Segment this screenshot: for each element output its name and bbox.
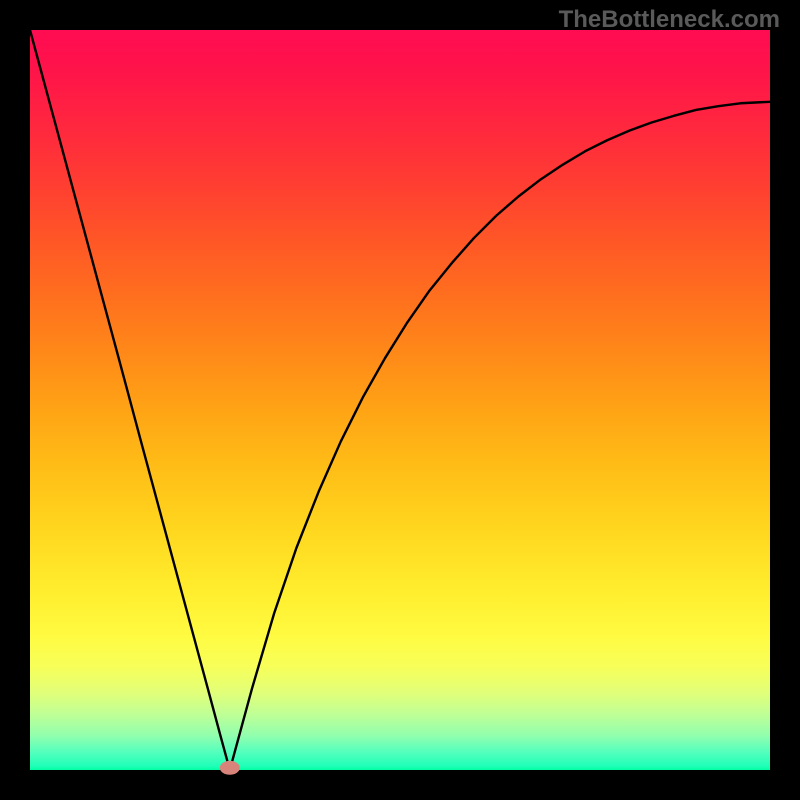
chart-plot-area: [30, 30, 770, 770]
chart-background: [30, 30, 770, 770]
chart-svg: [30, 30, 770, 770]
optimum-marker: [220, 761, 240, 775]
watermark-text: TheBottleneck.com: [559, 6, 780, 34]
